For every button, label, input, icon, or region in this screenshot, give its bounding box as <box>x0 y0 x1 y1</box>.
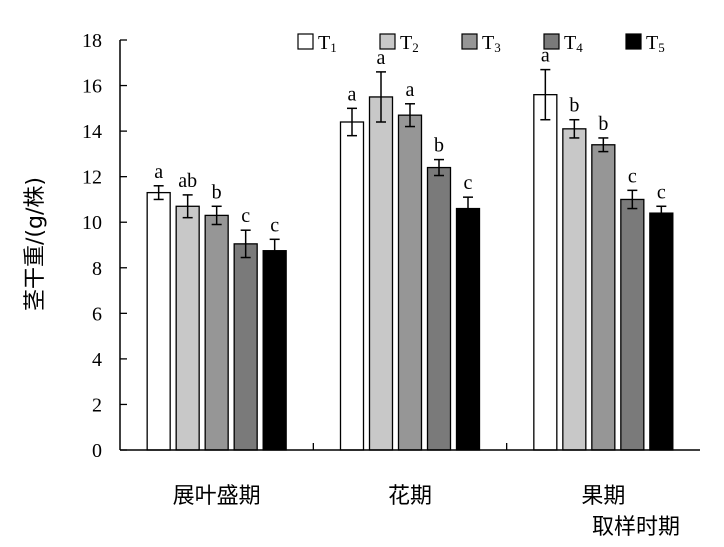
legend-label-T3: T3 <box>482 32 501 55</box>
legend-swatch-T2 <box>379 33 396 50</box>
legend-label-subscript: 4 <box>576 40 583 55</box>
legend-swatch-T1 <box>297 33 314 50</box>
bar-T5-0 <box>262 250 287 451</box>
significance-letter: a <box>541 45 550 67</box>
legend-label-main: T <box>318 32 330 54</box>
x-axis-categories: 展叶盛期 花期 果期 <box>173 484 626 509</box>
legend-swatch-T3 <box>461 33 478 50</box>
error-bars <box>153 68 667 263</box>
significance-letter: b <box>598 113 608 135</box>
legend-swatch-T5 <box>625 33 642 50</box>
x-category-label: 果期 <box>581 484 625 509</box>
bar-T2-2 <box>562 128 587 451</box>
legend-label-subscript: 1 <box>330 40 337 55</box>
y-tick-label: 4 <box>92 349 102 371</box>
y-tick-label: 18 <box>82 30 102 52</box>
significance-letter: b <box>434 135 444 157</box>
bar-T4-0 <box>233 243 258 451</box>
bar-T5-2 <box>649 212 674 451</box>
legend-label-subscript: 2 <box>412 40 419 55</box>
legend-swatch-T4 <box>543 33 560 50</box>
y-tick-label: 8 <box>92 258 102 280</box>
y-tick-label: 10 <box>82 212 102 234</box>
legend-label-main: T <box>400 32 412 54</box>
significance-letter: b <box>569 95 579 117</box>
legend-label-main: T <box>564 32 576 54</box>
bars <box>146 94 674 451</box>
legend-label-T5: T5 <box>646 32 665 55</box>
bar-T3-1 <box>397 114 423 451</box>
legend: T1 T2 T3 T4 T5 <box>297 32 665 55</box>
y-tick-label: 0 <box>92 440 102 462</box>
y-axis-ticks: 0 2 4 6 8 10 12 14 16 18 <box>82 30 127 462</box>
legend-label-subscript: 3 <box>494 40 501 55</box>
legend-label-T2: T2 <box>400 32 419 55</box>
significance-letter: c <box>464 172 473 194</box>
y-tick-label: 14 <box>82 121 102 143</box>
bar-T4-2 <box>620 198 645 451</box>
significance-letter: a <box>348 83 357 105</box>
x-category-label: 花期 <box>388 484 432 509</box>
significance-letter: c <box>657 181 666 203</box>
y-axis-title: 茎干重/(g/株) <box>23 177 48 311</box>
legend-label-main: T <box>482 32 494 54</box>
legend-label-subscript: 5 <box>658 40 665 55</box>
x-category-label: 展叶盛期 <box>173 484 261 509</box>
significance-letter: a <box>377 47 386 69</box>
x-axis-title: 取样时期 <box>592 515 680 540</box>
y-tick-label: 16 <box>82 76 102 98</box>
bar-T3-0 <box>204 214 229 451</box>
significance-letter: ab <box>178 170 197 192</box>
significance-letter: c <box>270 214 279 236</box>
legend-label-T1: T1 <box>318 32 337 55</box>
bar-T4-1 <box>426 166 452 451</box>
bar-T1-2 <box>533 94 558 451</box>
legend-label-T4: T4 <box>564 32 583 55</box>
significance-letter: a <box>406 79 415 101</box>
bar-T1-0 <box>146 191 171 451</box>
y-tick-label: 2 <box>92 394 102 416</box>
y-tick-label: 6 <box>92 303 102 325</box>
legend-label-main: T <box>646 32 658 54</box>
significance-letter: a <box>154 161 163 183</box>
bar-T5-1 <box>455 207 481 451</box>
axes <box>119 40 700 451</box>
bar-T2-0 <box>175 205 200 451</box>
significance-letter: b <box>212 181 222 203</box>
bar-T3-2 <box>591 144 616 451</box>
bar-T2-1 <box>368 96 394 451</box>
significance-letter: c <box>628 165 637 187</box>
bar-T1-1 <box>339 121 365 451</box>
y-tick-label: 12 <box>82 167 102 189</box>
significance-letter: c <box>241 205 250 227</box>
